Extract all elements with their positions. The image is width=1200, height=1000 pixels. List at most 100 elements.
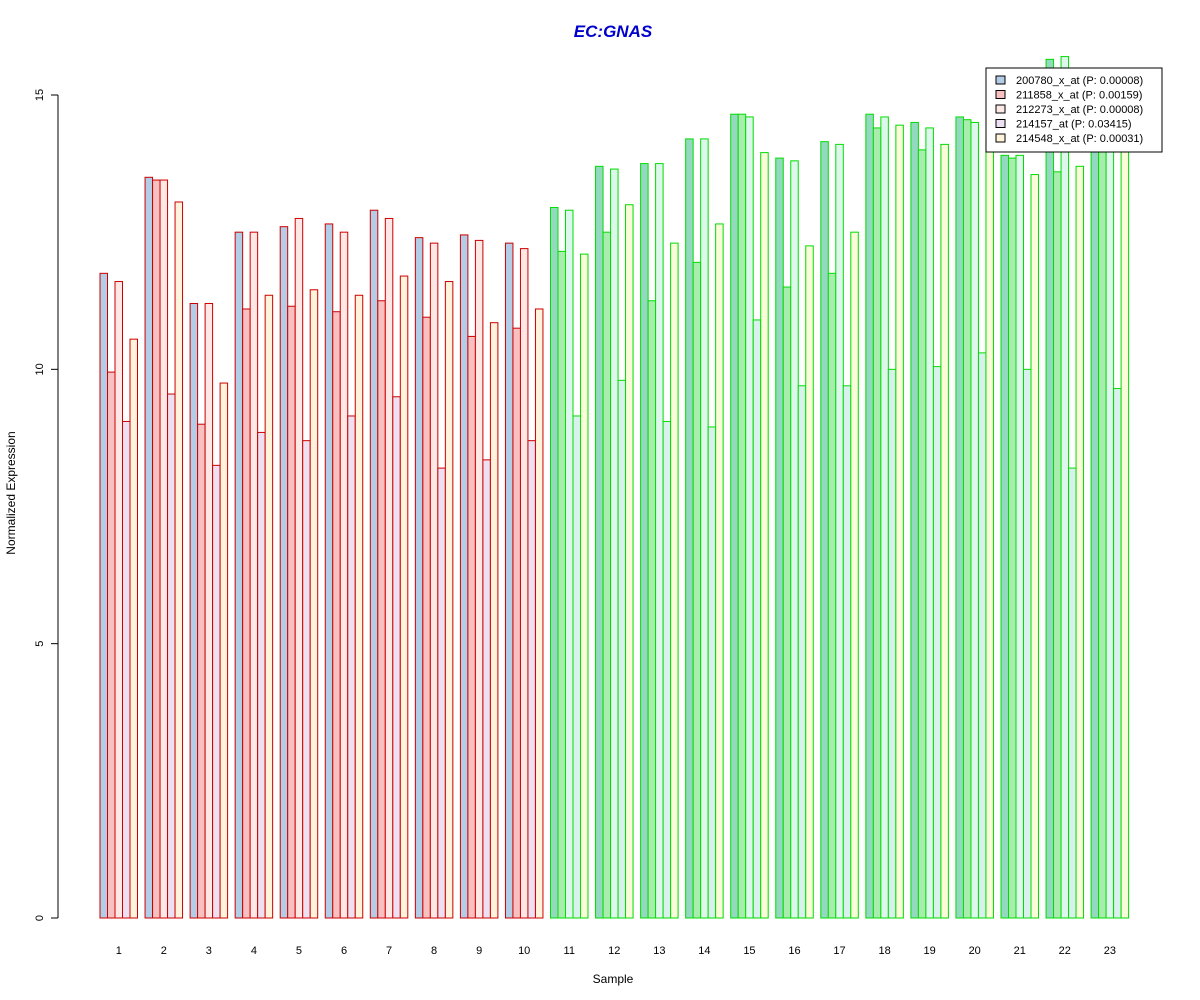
bar-sample-8-series-1 [414,237,424,919]
x-tick-label: 2 [161,945,167,957]
bars-layer [99,56,1130,919]
x-tick-label: 12 [608,945,620,957]
bar-sample-16-series-5 [805,245,814,919]
bar-sample-20-series-1 [955,116,964,919]
bar-sample-22-series-1 [1045,58,1055,919]
x-tick-label: 9 [476,945,482,957]
bar-sample-2-series-4 [167,393,176,919]
bar-sample-2-series-2 [152,179,161,919]
chart-title: EC:GNAS [574,22,653,41]
bar-sample-12-series-5 [625,204,634,919]
bar-sample-7-series-3 [384,217,394,919]
bar-sample-11-series-1 [550,206,559,919]
bar-sample-5-series-4 [302,440,311,919]
bar-sample-13-series-3 [655,163,664,919]
bar-sample-19-series-2 [917,149,927,919]
x-tick-label: 17 [833,945,845,957]
y-tick-label: 10 [34,363,46,375]
x-tick-label: 14 [698,945,710,957]
x-tick-label: 7 [386,945,392,957]
x-tick-labels: 1 2 3 4 5 6 7 8 9 10 11 12 13 14 15 16 17 18 19 20 21 22 23 [116,945,1116,957]
bar-sample-10-series-2 [512,327,521,919]
bar-sample-6-series-2 [332,311,341,919]
bar-sample-23-series-4 [1113,388,1122,919]
legend-swatch [995,133,1006,143]
bar-sample-7-series-1 [369,209,379,919]
x-tick-label: 22 [1059,945,1071,957]
bar-sample-5-series-2 [287,305,296,919]
bar-sample-21-series-2 [1008,157,1017,919]
bar-sample-3-series-4 [212,464,221,919]
x-tick-label: 19 [924,945,936,957]
bar-sample-19-series-1 [910,121,919,919]
x-tick-label: 1 [116,945,122,957]
legend-entry-label: 214157_at (P: 0.03415) [1016,119,1132,131]
bar-sample-6-series-4 [347,415,356,919]
bar-sample-18-series-5 [895,124,904,919]
bar-sample-19-series-4 [932,366,942,919]
bar-sample-14-series-4 [707,426,717,919]
bar-sample-13-series-1 [640,163,649,919]
bar-sample-21-series-3 [1015,154,1024,919]
bar-sample-8-series-3 [429,242,439,919]
bar-sample-17-series-2 [827,272,837,919]
bar-sample-11-series-2 [557,250,566,919]
bar-sample-5-series-1 [279,226,289,919]
bar-sample-3-series-1 [189,302,199,919]
bar-sample-16-series-2 [782,286,792,919]
legend-entry-label: 212273_x_at (P: 0.00008) [1016,104,1143,116]
bar-sample-3-series-5 [219,382,229,919]
bar-sample-7-series-4 [392,396,401,919]
bar-sample-14-series-2 [692,261,702,919]
x-tick-label: 13 [653,945,665,957]
legend-box [985,67,1163,153]
bar-sample-4-series-3 [249,231,259,919]
bar-sample-3-series-2 [197,423,206,919]
bar-sample-23-series-1 [1090,138,1100,919]
bar-sample-2-series-3 [159,179,169,919]
bar-sample-1-series-1 [99,272,108,919]
bar-sample-7-series-2 [377,300,386,919]
bar-sample-14-series-3 [700,138,709,919]
bar-sample-21-series-4 [1023,368,1032,919]
bar-sample-21-series-1 [1000,154,1009,919]
bar-sample-14-series-1 [685,138,694,919]
bar-sample-14-series-5 [715,223,724,919]
bar-sample-8-series-5 [444,281,454,919]
legend-swatch [995,90,1006,99]
bar-sample-1-series-3 [114,281,123,919]
bar-sample-16-series-1 [775,157,784,919]
y-tick-label: 0 [34,915,46,921]
bar-sample-1-series-4 [122,420,131,919]
bar-sample-10-series-3 [519,248,529,919]
bar-sample-18-series-3 [880,116,889,919]
bar-sample-6-series-3 [339,231,349,919]
legend-entry-label: 214548_x_at (P: 0.00031) [1016,133,1143,145]
bar-sample-5-series-3 [294,217,304,919]
bar-sample-22-series-5 [1075,165,1085,919]
y-tick-label: 5 [34,641,46,647]
x-tick-label: 6 [341,945,347,957]
bar-sample-21-series-5 [1030,174,1039,919]
bar-sample-18-series-4 [887,368,897,919]
bar-sample-10-series-4 [527,440,536,919]
y-axis: 0 5 10 15 [34,89,59,921]
bar-sample-11-series-3 [565,209,574,919]
x-tick-label: 20 [969,945,981,957]
bar-sample-9-series-3 [474,239,484,919]
bar-sample-19-series-3 [925,127,934,919]
bar-sample-15-series-3 [745,116,754,919]
bar-sample-20-series-5 [985,138,994,919]
bar-sample-8-series-2 [422,316,431,919]
x-tick-label: 21 [1014,945,1026,957]
bar-sample-20-series-4 [977,352,987,919]
bar-sample-15-series-5 [760,152,769,919]
legend-entry-label: 200780_x_at (P: 0.00008) [1016,75,1143,87]
legend-swatch [995,119,1006,128]
x-tick-label: 11 [564,945,575,957]
bar-sample-12-series-4 [617,379,627,919]
bar-sample-1-series-5 [129,338,138,919]
legend-entry-label: 211858_x_at (P: 0.00159) [1016,90,1142,102]
x-axis-label: Sample [593,972,634,986]
